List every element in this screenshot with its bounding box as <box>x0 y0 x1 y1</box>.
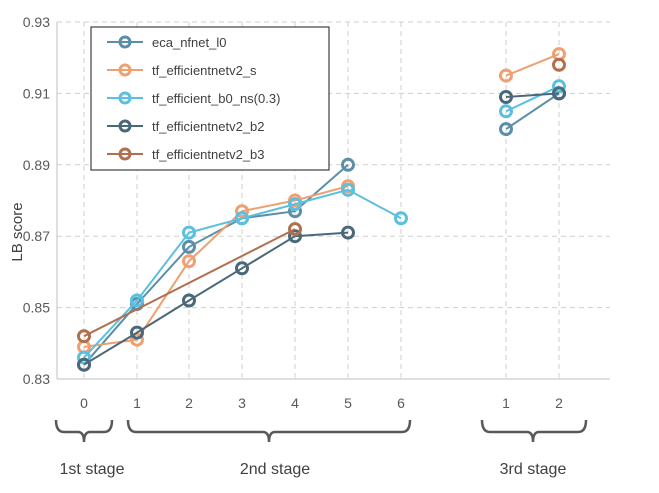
stage-group: 1st stage <box>54 419 125 478</box>
stage-label: 1st stage <box>60 461 125 478</box>
data-point <box>288 222 302 237</box>
y-axis-label: LB score <box>9 202 26 261</box>
data-point <box>77 350 91 365</box>
series-tf-efficientnetv2-b2 <box>77 86 566 372</box>
y-tick-label: 0.91 <box>23 85 50 101</box>
x-tick-label: 2 <box>555 395 563 411</box>
legend-item: eca_nfnet_l0 <box>107 35 226 50</box>
y-tick-label: 0.85 <box>23 300 50 316</box>
series-tf-efficientnetv2-b3 <box>77 57 566 344</box>
data-point <box>499 104 513 119</box>
stage-bracket <box>126 419 412 443</box>
x-tick-label: 6 <box>397 395 405 411</box>
legend-marker <box>118 119 132 133</box>
series-line <box>505 85 560 113</box>
stage-group: 2nd stage <box>126 419 412 478</box>
data-point <box>552 86 566 101</box>
stage-group: 3rd stage <box>480 419 588 478</box>
data-point <box>499 122 513 137</box>
x-tick-label: 2 <box>185 395 193 411</box>
legend-marker <box>118 63 132 77</box>
data-point <box>182 254 196 269</box>
x-tick-label: 5 <box>344 395 352 411</box>
x-tick-label: 4 <box>291 395 299 411</box>
stage-label: 3rd stage <box>500 461 567 478</box>
data-point <box>77 329 91 344</box>
legend-marker <box>118 35 132 49</box>
data-point <box>130 332 144 347</box>
y-tick-label: 0.89 <box>23 157 50 173</box>
axes <box>56 22 610 380</box>
data-point <box>341 225 355 240</box>
stage-brackets: 1st stage 2nd stage 3rd stage <box>54 419 588 478</box>
data-point <box>235 261 249 276</box>
y-tick-label: 0.87 <box>23 228 50 244</box>
series-line <box>83 185 349 348</box>
data-point <box>552 57 566 72</box>
data-point <box>288 229 302 244</box>
stage-bracket <box>480 419 588 443</box>
legend-label: tf_efficientnetv2_s <box>152 63 257 78</box>
data-point <box>130 325 144 340</box>
legend-marker <box>118 147 132 161</box>
x-tick-label: 1 <box>133 395 141 411</box>
y-tick-label: 0.93 <box>23 14 50 30</box>
series-line <box>83 231 349 366</box>
data-point <box>130 293 144 308</box>
series-layer <box>77 47 566 372</box>
data-point <box>77 357 91 372</box>
stage-bracket <box>54 419 114 443</box>
y-tick-label: 0.83 <box>23 371 50 387</box>
legend-label: tf_efficient_b0_ns(0.3) <box>152 91 280 106</box>
y-tick-labels: 0.83 0.85 0.87 0.89 0.91 0.93 <box>23 14 50 387</box>
legend-item: tf_efficientnetv2_b3 <box>107 147 265 162</box>
data-point <box>235 211 249 226</box>
x-tick-label: 1 <box>502 395 510 411</box>
x-tick-labels: 0 1 2 3 4 5 6 1 2 <box>80 395 563 411</box>
data-point <box>182 239 196 254</box>
series-line <box>505 92 560 130</box>
data-point <box>182 293 196 308</box>
stage-label: 2nd stage <box>240 461 310 478</box>
legend-label: tf_efficientnetv2_b3 <box>152 147 265 162</box>
legend-item: tf_efficient_b0_ns(0.3) <box>107 91 280 106</box>
data-point <box>341 182 355 197</box>
x-tick-label: 0 <box>80 395 88 411</box>
series-line <box>505 92 560 98</box>
data-point <box>499 90 513 104</box>
data-point <box>394 211 408 226</box>
legend: eca_nfnet_l0 tf_efficientnetv2_s tf_effici… <box>90 26 330 171</box>
data-point <box>499 68 513 83</box>
legend-marker <box>118 91 132 105</box>
x-tick-label: 3 <box>238 395 246 411</box>
data-point <box>235 204 249 219</box>
data-point <box>341 157 355 172</box>
legend-item: tf_efficientnetv2_s <box>107 63 257 78</box>
series-line <box>83 188 402 359</box>
legend-item: tf_efficientnetv2_b2 <box>107 119 265 134</box>
series-line <box>83 228 296 338</box>
series-line <box>505 53 560 77</box>
series-tf-efficient-b0-ns-0-3- <box>77 79 566 365</box>
data-point <box>288 197 302 212</box>
legend-label: eca_nfnet_l0 <box>152 35 226 50</box>
legend-label: tf_efficientnetv2_b2 <box>152 119 265 134</box>
data-point <box>182 225 196 240</box>
data-point <box>552 79 566 94</box>
series-line <box>83 164 349 366</box>
